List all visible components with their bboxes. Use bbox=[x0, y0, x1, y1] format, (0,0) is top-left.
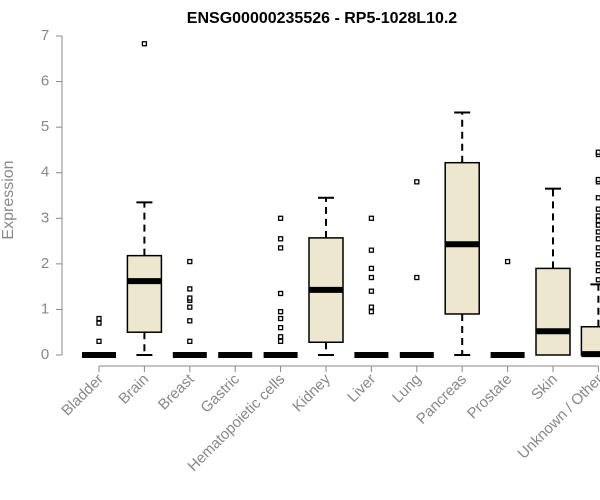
box-6 bbox=[354, 215, 389, 358]
outlier-point bbox=[595, 277, 600, 283]
box-0 bbox=[82, 315, 116, 358]
outlier-point bbox=[277, 236, 284, 242]
x-tick-label: Pancreas bbox=[413, 371, 470, 428]
x-tick-label: Lung bbox=[389, 371, 425, 407]
box-rect bbox=[580, 325, 600, 356]
box-rect bbox=[444, 161, 480, 315]
outlier-point bbox=[187, 295, 193, 301]
outlier-point bbox=[595, 252, 600, 258]
outlier-point bbox=[595, 176, 600, 183]
outlier-point bbox=[595, 261, 600, 267]
box-rect bbox=[126, 254, 163, 333]
outlier-point bbox=[595, 245, 600, 251]
outlier-point bbox=[368, 274, 375, 281]
outlier-point bbox=[368, 215, 375, 221]
x-tick-label: Bladder bbox=[58, 371, 107, 420]
y-tick-label: 5 bbox=[41, 118, 49, 135]
y-tick-label: 1 bbox=[41, 300, 49, 317]
outlier-point bbox=[595, 268, 600, 274]
y-tick-label: 2 bbox=[41, 255, 49, 272]
x-tick-label: Prostate bbox=[464, 371, 516, 423]
outlier-point bbox=[96, 315, 102, 322]
outlier-point bbox=[368, 265, 375, 272]
x-tick-label: Brain bbox=[115, 371, 152, 408]
outlier-point bbox=[368, 304, 375, 310]
box-1 bbox=[126, 41, 163, 356]
outlier-point bbox=[414, 274, 420, 281]
outlier-point bbox=[595, 213, 600, 219]
outlier-point bbox=[595, 236, 600, 242]
outlier-point bbox=[187, 318, 193, 324]
y-tick-label: 4 bbox=[41, 164, 49, 181]
x-tick-label: Breast bbox=[155, 370, 198, 413]
outlier-point bbox=[414, 179, 420, 185]
outlier-point bbox=[368, 247, 375, 253]
outlier-point bbox=[277, 245, 284, 251]
box-10 bbox=[535, 187, 571, 356]
outlier-point bbox=[595, 195, 600, 201]
y-axis-label: Expression bbox=[0, 160, 17, 239]
outlier-point bbox=[595, 149, 600, 155]
outlier-point bbox=[277, 325, 284, 331]
x-tick-label: Liver bbox=[344, 371, 379, 406]
x-tick-label: Skin bbox=[528, 371, 561, 404]
outlier-point bbox=[595, 217, 600, 224]
outlier-point bbox=[187, 286, 193, 292]
outlier-point bbox=[187, 258, 193, 265]
outlier-point bbox=[368, 288, 375, 294]
outlier-point bbox=[277, 315, 284, 322]
box-11 bbox=[580, 149, 600, 358]
x-tick-label: Kidney bbox=[289, 370, 334, 415]
box-2 bbox=[172, 258, 207, 358]
outlier-point bbox=[504, 258, 511, 265]
outlier-point bbox=[368, 309, 375, 315]
outlier-point bbox=[595, 206, 600, 212]
box-5 bbox=[308, 196, 344, 356]
y-tick-label: 3 bbox=[41, 209, 49, 226]
outlier-point bbox=[595, 222, 600, 228]
outlier-point bbox=[277, 338, 284, 344]
outlier-point bbox=[187, 304, 193, 310]
box-8 bbox=[444, 111, 480, 356]
outlier-point bbox=[277, 290, 284, 297]
y-axis: 0 1 2 3 4 5 6 7 bbox=[41, 27, 63, 363]
outlier-point bbox=[96, 338, 102, 344]
y-tick-label: 6 bbox=[41, 73, 49, 90]
y-tick-label: 7 bbox=[41, 27, 49, 44]
y-tick-label: 0 bbox=[41, 346, 49, 363]
outlier-point bbox=[277, 309, 284, 315]
box-7 bbox=[399, 179, 434, 358]
outlier-point bbox=[595, 229, 600, 235]
outlier-point bbox=[96, 320, 102, 326]
box-4 bbox=[263, 215, 298, 358]
boxes bbox=[82, 41, 600, 358]
chart-title: ENSG00000235526 - RP5-1028L10.2 bbox=[187, 10, 458, 27]
outlier-point bbox=[277, 215, 284, 221]
outlier-point bbox=[141, 41, 148, 47]
outlier-point bbox=[187, 338, 193, 344]
box-rect bbox=[535, 267, 571, 356]
box-9 bbox=[490, 258, 525, 358]
outlier-point bbox=[277, 334, 284, 340]
